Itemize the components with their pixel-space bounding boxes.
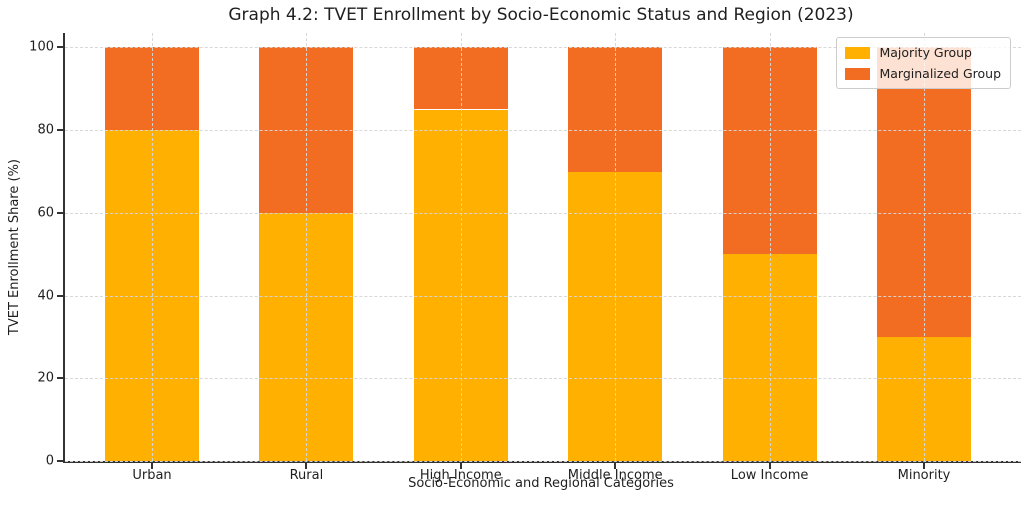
x-tick-mark (151, 463, 153, 469)
y-tick-label: 0 (45, 453, 54, 469)
x-tick-mark (768, 463, 771, 469)
y-tick-mark (57, 377, 63, 380)
bar-segment-marginalized (105, 47, 199, 131)
bar-segment-majority (413, 109, 508, 461)
x-tick-label: Middle Income (567, 468, 663, 483)
y-tick-label: 40 (37, 288, 54, 304)
y-tick-label: 20 (37, 370, 54, 386)
legend-swatch-majority (845, 46, 871, 59)
x-tick-label: Minority (897, 468, 951, 483)
y-tick-label: 60 (37, 205, 54, 221)
x-tick-label: High Income (419, 468, 502, 483)
legend: Majority Group Marginalized Group (836, 37, 1011, 89)
bar-segment-marginalized (568, 47, 663, 172)
y-axis-label: TVET Enrollment Share (%) (2, 33, 26, 461)
legend-entry: Marginalized Group (845, 66, 1001, 81)
y-tick-label: 80 (37, 122, 54, 138)
x-axis-label: Socio-Economic and Regional Categories (408, 476, 674, 491)
y-axis-label-text: TVET Enrollment Share (%) (6, 158, 22, 336)
bar-segment-marginalized (413, 47, 508, 110)
y-tick-mark (57, 294, 63, 297)
bar-segment-majority (105, 130, 199, 461)
x-tick-mark (305, 463, 308, 469)
x-tick-mark (459, 463, 462, 469)
x-tick-label: Low Income (730, 468, 809, 483)
x-tick-label: Urban (132, 468, 172, 483)
chart-title: Graph 4.2: TVET Enrollment by Socio-Econ… (228, 5, 854, 25)
bar-segment-majority (568, 171, 663, 461)
x-tick-mark (614, 463, 617, 469)
legend-label: Majority Group (879, 45, 972, 60)
legend-entry: Majority Group (845, 45, 1001, 60)
x-tick-mark (923, 463, 925, 469)
y-tick-mark (57, 129, 63, 132)
bar-segment-majority (877, 336, 971, 461)
gridline-horizontal (65, 461, 1021, 462)
bar-segment-majority (259, 212, 354, 461)
plot-area: Majority Group Marginalized Group 0 20 40 60… (29, 33, 1021, 483)
y-tick-mark (57, 460, 63, 462)
y-tick-mark (57, 211, 63, 214)
y-tick-mark (57, 46, 63, 49)
y-tick-label: 100 (29, 39, 54, 55)
legend-label: Marginalized Group (879, 66, 1001, 81)
x-tick-label: Rural (289, 468, 324, 483)
bar-segment-marginalized (259, 47, 354, 213)
bar-segment-marginalized (722, 47, 817, 255)
bar-segment-marginalized (877, 47, 971, 337)
bar-segment-majority (722, 254, 817, 461)
legend-swatch-marginalized (845, 67, 871, 80)
